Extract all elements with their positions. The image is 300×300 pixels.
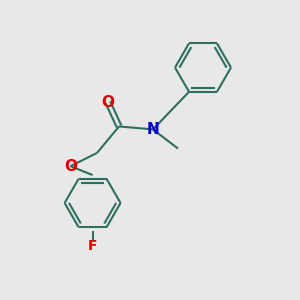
Text: O: O bbox=[64, 159, 77, 174]
Text: N: N bbox=[147, 122, 159, 137]
Text: F: F bbox=[88, 239, 97, 253]
Text: O: O bbox=[101, 95, 114, 110]
